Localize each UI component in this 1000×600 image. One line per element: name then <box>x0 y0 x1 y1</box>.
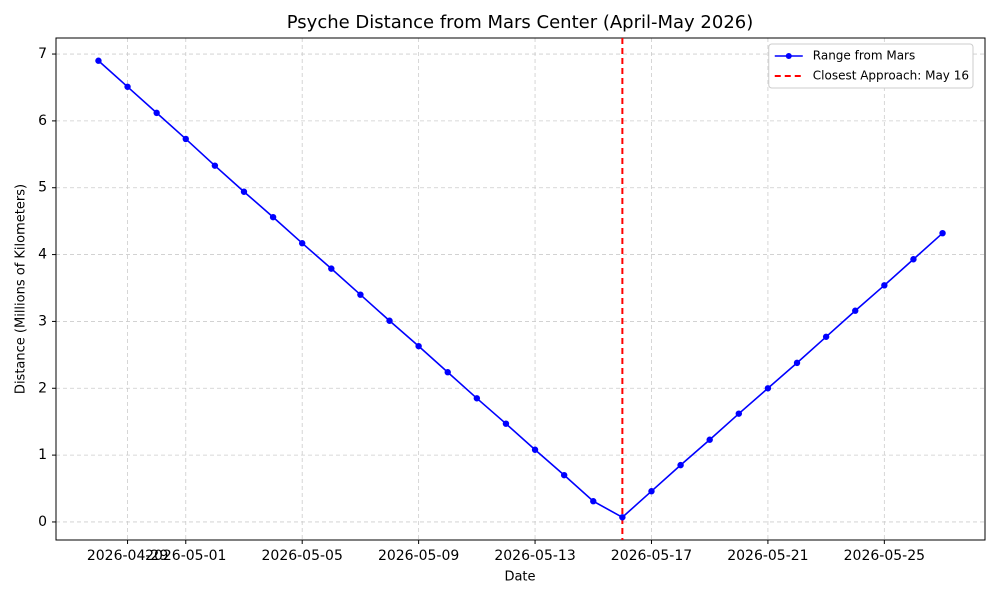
data-point <box>444 369 451 376</box>
data-point <box>939 229 946 237</box>
data-point <box>240 188 248 195</box>
data-point <box>415 342 422 350</box>
data-point <box>560 471 568 479</box>
data-point <box>822 333 830 340</box>
x-tick-label: 2026-05-17 <box>611 548 692 564</box>
data-point <box>473 395 481 402</box>
x-tick-label: 2026-05-05 <box>262 548 343 564</box>
data-point <box>852 307 859 314</box>
y-tick-label: 1 <box>38 447 47 463</box>
legend-label: Closest Approach: May 16 <box>813 69 969 83</box>
data-point <box>619 514 626 521</box>
data-point <box>211 162 219 169</box>
y-axis-label: Distance (Millions of Kilometers) <box>14 184 29 394</box>
data-point <box>269 213 277 221</box>
legend-box <box>768 43 974 89</box>
data-point <box>590 498 597 505</box>
data-point <box>357 291 364 298</box>
x-tick-label: 2026-04-29 <box>87 548 168 564</box>
data-point <box>95 57 102 64</box>
data-point <box>677 461 684 469</box>
data-point <box>328 265 335 272</box>
data-point <box>386 317 393 324</box>
y-tick-label: 7 <box>38 46 47 62</box>
data-point <box>706 436 713 443</box>
y-tick-label: 2 <box>38 380 47 396</box>
data-point <box>124 83 131 90</box>
x-axis-label: Date <box>504 570 535 585</box>
y-tick-label: 0 <box>38 514 47 530</box>
plot-frame <box>55 37 986 541</box>
data-point <box>910 256 917 263</box>
legend: Range from Mars Closest Approach: May 16 <box>768 43 974 89</box>
data-point <box>531 446 539 453</box>
y-tick-label: 3 <box>38 313 47 329</box>
x-tick-label: 2026-05-13 <box>494 548 575 564</box>
data-point <box>735 410 743 417</box>
data-point <box>648 488 655 495</box>
x-tick-label: 2026-05-25 <box>844 548 925 564</box>
y-tick-label: 4 <box>38 247 47 263</box>
legend-label: Range from Mars <box>813 49 915 63</box>
data-point <box>182 135 189 143</box>
x-tick-label: 2026-05-01 <box>145 548 226 564</box>
y-tick-label: 5 <box>38 180 47 196</box>
legend-marker <box>785 53 792 59</box>
y-tick-label: 6 <box>38 113 47 129</box>
x-tick-label: 2026-05-09 <box>378 548 459 564</box>
data-point <box>298 240 306 247</box>
data-line <box>97 60 944 519</box>
data-point <box>764 385 772 392</box>
x-tick-label: 2026-05-21 <box>727 548 808 564</box>
data-point <box>793 359 801 367</box>
data-point <box>153 109 160 117</box>
data-point <box>502 420 510 427</box>
data-point <box>881 282 888 289</box>
chart-title: Psyche Distance from Mars Center (April-… <box>287 12 754 33</box>
